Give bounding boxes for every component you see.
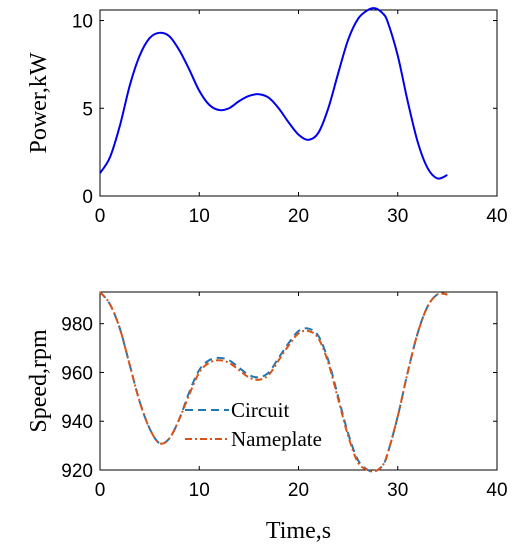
speed-xlabel: Time,s [266, 518, 331, 544]
power-ylabel: Power,kW [26, 52, 52, 153]
speed-series-line-nameplate [99, 291, 448, 473]
power-ytick-label: 5 [82, 99, 93, 120]
speed-ylabel: Speed,rpm [26, 329, 52, 433]
speed-ytick-label: 940 [61, 412, 93, 433]
power-xtick-label: 30 [387, 206, 408, 227]
speed-ytick-label: 960 [61, 363, 93, 384]
power-axes-frame [99, 9, 498, 197]
power-xtick-label: 0 [95, 206, 106, 227]
speed-ytick-label: 920 [61, 461, 93, 482]
power-ytick-label: 10 [72, 12, 93, 33]
power-xtick-label: 20 [288, 206, 309, 227]
legend-label-circuit: Circuit [231, 398, 289, 422]
power-xtick-label: 10 [189, 206, 210, 227]
speed-xtick-label: 40 [486, 480, 507, 501]
speed-ytick-label: 980 [61, 315, 93, 336]
power-xtick-label: 40 [486, 206, 507, 227]
speed-xtick-label: 0 [95, 480, 106, 501]
speed-xtick-label: 10 [189, 480, 210, 501]
speed-xtick-label: 30 [387, 480, 408, 501]
legend-label-nameplate: Nameplate [231, 427, 322, 451]
power-series-line-0 [99, 7, 448, 180]
speed-xtick-label: 20 [288, 480, 309, 501]
power-ytick-label: 0 [82, 187, 93, 208]
